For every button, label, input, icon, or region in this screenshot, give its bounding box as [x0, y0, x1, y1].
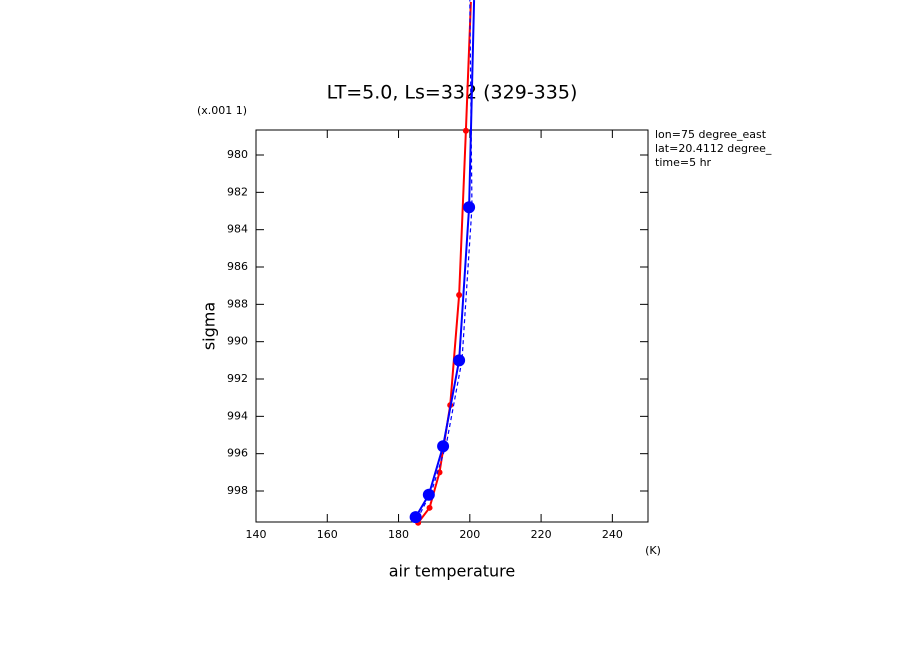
x-unit: (K) [645, 544, 661, 557]
point [462, 127, 469, 134]
point [422, 488, 435, 501]
y-tick-label: 982 [227, 185, 248, 198]
x-tick-label: 240 [602, 528, 623, 541]
annotation: lon=75 degree_east [655, 128, 767, 141]
point [426, 504, 433, 511]
y-tick-label: 990 [227, 335, 248, 348]
y-tick-label: 986 [227, 260, 248, 273]
y-tick-label: 980 [227, 148, 248, 161]
x-tick-label: 220 [531, 528, 552, 541]
y-tick-label: 996 [227, 447, 248, 460]
y-tick-label: 988 [227, 297, 248, 310]
x-tick-label: 180 [388, 528, 409, 541]
series-line [414, 0, 476, 518]
point [456, 292, 463, 299]
series-line [416, 0, 473, 520]
x-axis-title: air temperature [389, 562, 515, 581]
plot-frame [255, 129, 649, 523]
x-tick-label: 140 [246, 528, 267, 541]
y-axis-title: sigma [200, 302, 219, 350]
chart-title: LT=5.0, Ls=332 (329-335) [327, 82, 578, 104]
annotation: time=5 hr [655, 156, 712, 169]
y-tick-label: 992 [227, 372, 248, 385]
y-tick-label: 984 [227, 223, 248, 236]
point [437, 440, 450, 453]
point [463, 201, 476, 214]
annotation: lat=20.4112 degree_ [655, 142, 772, 155]
y-tick-label: 998 [227, 484, 248, 497]
y-tick-label: 994 [227, 409, 248, 422]
x-tick-label: 200 [459, 528, 480, 541]
y-unit: (x.001 1) [197, 104, 247, 117]
point [409, 511, 422, 524]
x-tick-label: 160 [317, 528, 338, 541]
point [453, 354, 466, 367]
